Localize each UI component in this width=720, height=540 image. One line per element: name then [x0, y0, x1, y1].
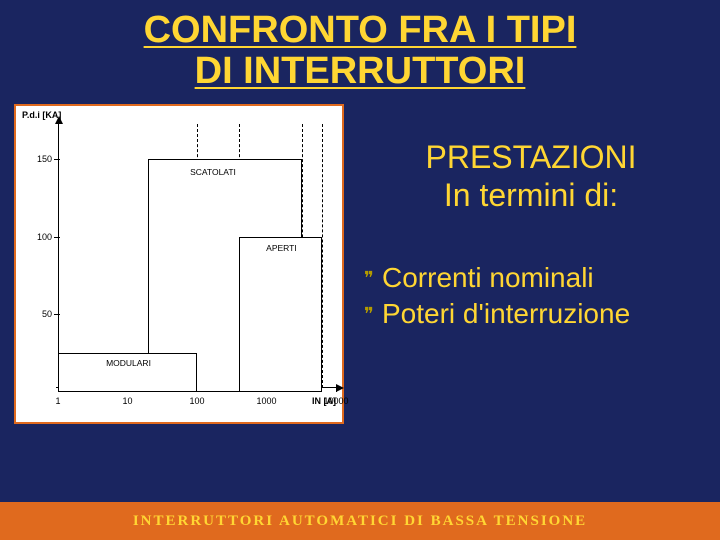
y-tick: [54, 314, 60, 315]
bullet-text: Poteri d'interruzione: [382, 298, 630, 330]
footer-text: INTERRUTTORI AUTOMATICI DI BASSA TENSION…: [133, 513, 587, 530]
footer-bar: INTERRUTTORI AUTOMATICI DI BASSA TENSION…: [0, 502, 720, 540]
x-tick-label: 1: [40, 396, 76, 406]
y-axis-line: [58, 120, 59, 390]
x-tick-label: 10000: [318, 396, 354, 406]
x-tick-label: 1000: [249, 396, 285, 406]
x-tick: [336, 386, 337, 392]
slide-title: CONFRONTO FRA I TIPI DI INTERRUTTORI: [0, 0, 720, 98]
title-line-1: CONFRONTO FRA I TIPI: [144, 9, 577, 51]
y-axis-arrow-icon: [55, 116, 63, 124]
bar-label: MODULARI: [62, 358, 195, 368]
bullet-icon: ❞: [364, 269, 382, 287]
chart-plot-area: SCATOLATI APERTI MODULARI: [58, 128, 332, 388]
subtitle-line-1: PRESTAZIONI: [356, 140, 706, 175]
y-tick-label: 150: [24, 154, 52, 164]
bar-aperti: [239, 237, 322, 392]
x-axis-arrow-icon: [336, 384, 344, 392]
subtitle-line-2: In termini di:: [356, 177, 706, 214]
bullet-list: ❞ Correnti nominali ❞ Poteri d'interruzi…: [356, 262, 706, 330]
y-tick-label: 100: [24, 232, 52, 242]
y-tick: [54, 237, 60, 238]
list-item: ❞ Correnti nominali: [364, 262, 706, 294]
list-item: ❞ Poteri d'interruzione: [364, 298, 706, 330]
bar-label: SCATOLATI: [156, 167, 269, 177]
bar-label: APERTI: [245, 243, 318, 253]
right-column: PRESTAZIONI In termini di: ❞ Correnti no…: [354, 104, 706, 424]
chart-panel: P.d.i [KA] SCATOLATIAPERTIMODULARI IN [A…: [14, 104, 344, 424]
bullet-icon: ❞: [364, 305, 382, 323]
content-row: P.d.i [KA] SCATOLATIAPERTIMODULARI IN [A…: [0, 98, 720, 424]
bullet-text: Correnti nominali: [382, 262, 594, 294]
guide-line: [322, 124, 323, 388]
title-line-2: DI INTERRUTTORI: [195, 50, 526, 92]
y-tick-label: 50: [24, 309, 52, 319]
x-tick-label: 100: [179, 396, 215, 406]
y-tick: [54, 159, 60, 160]
x-tick-label: 10: [110, 396, 146, 406]
